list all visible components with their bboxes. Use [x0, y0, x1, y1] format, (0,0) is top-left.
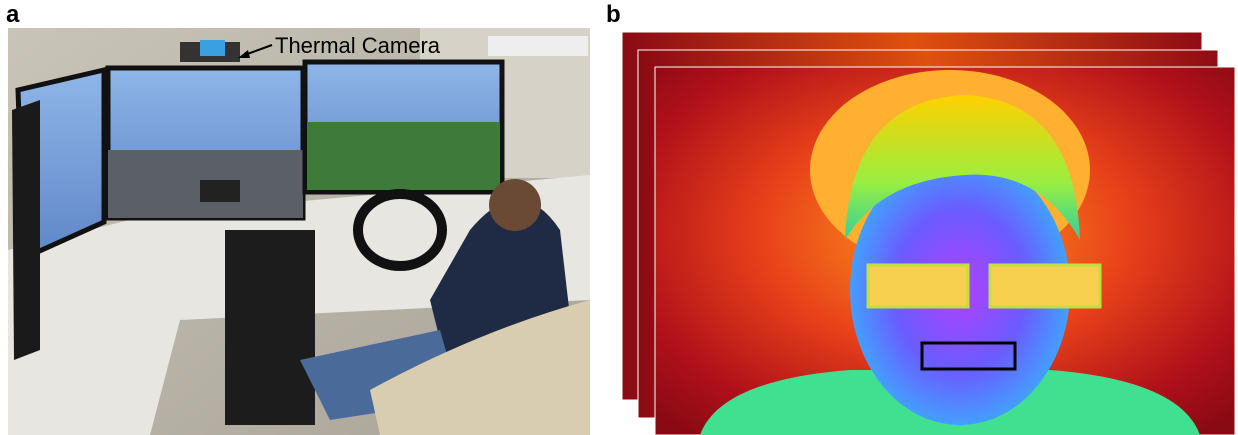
- annotation: Thermal Camera: [275, 33, 441, 58]
- driver-head: [489, 179, 541, 231]
- glasses-left: [866, 263, 970, 309]
- thermal-panel: [621, 31, 1236, 435]
- wall-pictures: [488, 36, 588, 56]
- dashboard: [200, 180, 240, 202]
- side-monitor: [12, 100, 40, 360]
- panel-label: a: [6, 1, 20, 28]
- panel-label: b: [606, 1, 621, 28]
- steering-wheel: [353, 189, 447, 271]
- mouth-roi-box: [920, 341, 1017, 371]
- seat: [370, 300, 590, 435]
- glasses-right: [988, 263, 1102, 309]
- grass: [307, 122, 500, 190]
- photo-panel: Thermal Camera: [8, 28, 590, 435]
- hair: [845, 95, 1080, 240]
- arrow-head: [238, 50, 250, 58]
- thermal-camera: [200, 40, 225, 56]
- pc-tower: [225, 230, 315, 425]
